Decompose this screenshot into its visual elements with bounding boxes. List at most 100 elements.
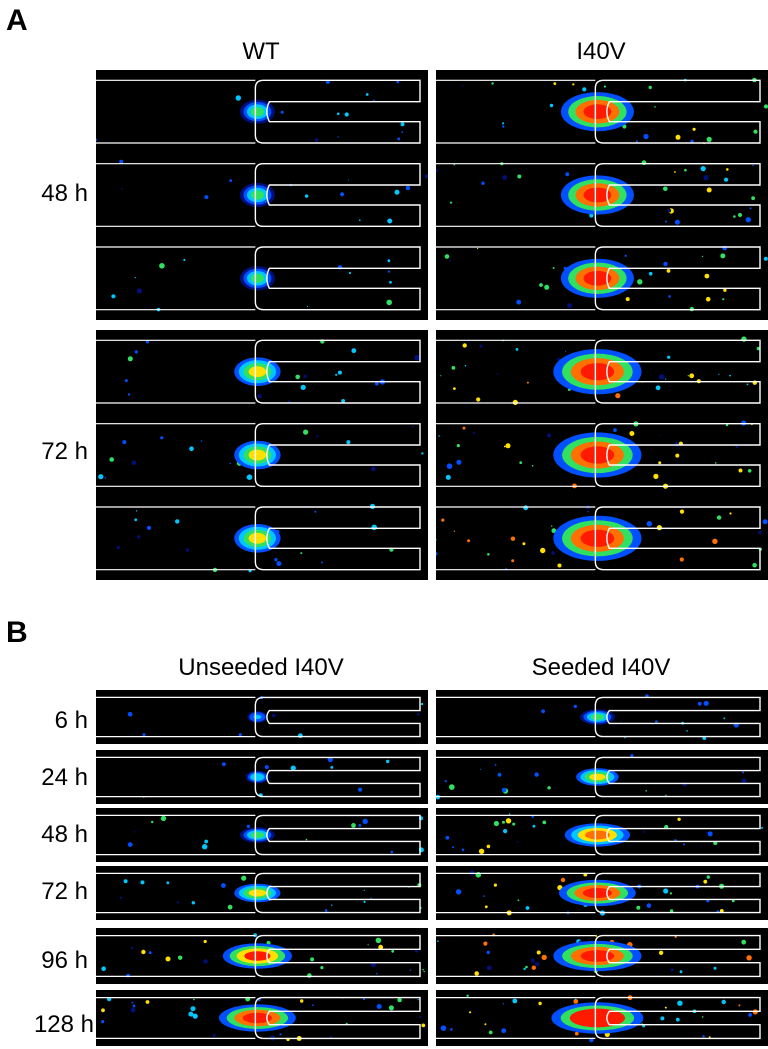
signal-speck: [452, 846, 454, 849]
signal-speck: [700, 845, 702, 848]
signal-speck: [449, 259, 452, 262]
signal-speck: [303, 429, 309, 435]
signal-speck: [654, 106, 656, 108]
panel-a-image-i40v-48h: [436, 70, 768, 320]
signal-speck: [148, 951, 152, 955]
panel-b-row-label-6h: 6 h: [54, 707, 88, 734]
signal-speck: [725, 423, 729, 427]
signal-speck: [655, 385, 661, 391]
signal-speck: [371, 466, 376, 472]
signal-speck: [116, 545, 120, 549]
signal-speck: [668, 295, 671, 298]
signal-speck: [682, 782, 687, 787]
signal-speck: [202, 844, 208, 850]
signal-speck: [474, 971, 479, 976]
signal-speck: [603, 85, 606, 88]
signal-speck: [508, 813, 511, 815]
signal-speck: [665, 794, 667, 796]
signal-speck: [700, 166, 706, 172]
signal-speck: [109, 457, 114, 462]
signal-speck: [551, 528, 557, 534]
signal-speck: [462, 426, 466, 430]
signal-speck: [131, 460, 137, 465]
panel-b-image-unseeded-96h: [96, 928, 428, 984]
signal-speck: [557, 357, 561, 361]
signal-speck: [238, 733, 242, 737]
signal-speck: [539, 283, 543, 287]
signal-speck: [530, 958, 535, 963]
aggregate-blob: [579, 1012, 615, 1024]
signal-speck: [615, 393, 621, 399]
aggregate-blob: [250, 832, 265, 838]
signal-speck: [763, 256, 768, 261]
signal-speck: [422, 968, 424, 971]
fluorescence-image: [96, 872, 422, 914]
signal-speck: [748, 1013, 752, 1017]
signal-speck: [660, 1016, 665, 1021]
signal-speck: [375, 381, 379, 386]
signal-speck: [419, 1016, 422, 1019]
signal-speck: [424, 174, 428, 179]
signal-speck: [127, 393, 131, 396]
signal-speck: [486, 950, 490, 955]
signal-speck: [731, 899, 735, 903]
signal-speck: [145, 340, 149, 344]
aggregate-blob: [250, 107, 265, 117]
signal-speck: [502, 175, 508, 180]
signal-speck: [532, 824, 536, 828]
channel-outline: [594, 246, 761, 311]
signal-speck: [692, 127, 696, 131]
signal-speck: [552, 267, 555, 269]
aggregate-blob: [248, 889, 267, 897]
signal-speck: [370, 962, 376, 968]
signal-speck: [742, 771, 745, 774]
signal-speck: [675, 134, 681, 140]
signal-speck: [643, 830, 645, 833]
signal-speck: [246, 474, 253, 480]
signal-speck: [589, 1037, 594, 1043]
signal-speck: [271, 713, 276, 718]
signal-speck: [703, 879, 708, 884]
signal-speck: [307, 973, 312, 978]
signal-speck: [142, 733, 146, 737]
fluorescence-image: [436, 754, 761, 800]
signal-speck: [127, 356, 133, 362]
signal-speck: [512, 998, 518, 1004]
signal-speck: [703, 175, 709, 181]
signal-speck: [445, 474, 451, 480]
signal-speck: [477, 247, 479, 250]
signal-speck: [290, 765, 296, 771]
signal-speck: [483, 895, 485, 897]
signal-speck: [689, 373, 695, 379]
signal-speck: [625, 297, 630, 302]
signal-speck: [190, 1006, 196, 1012]
panel-a-col-title-i40v: I40V: [576, 38, 626, 65]
signal-speck: [515, 348, 519, 351]
signal-speck: [411, 425, 414, 428]
signal-speck: [298, 733, 303, 739]
signal-speck: [134, 277, 136, 279]
signal-speck: [753, 129, 758, 134]
signal-speck: [718, 373, 720, 375]
signal-speck: [502, 1003, 505, 1005]
signal-speck: [655, 720, 658, 723]
signal-speck: [304, 194, 309, 198]
aggregate-blob: [583, 104, 612, 120]
signal-speck: [330, 766, 334, 769]
channel-outline: [254, 506, 421, 571]
signal-speck: [440, 1025, 447, 1031]
signal-speck: [540, 547, 546, 554]
signal-speck: [351, 348, 357, 354]
signal-speck: [560, 877, 566, 883]
signal-speck: [756, 346, 760, 351]
signal-speck: [493, 820, 499, 827]
signal-speck: [362, 997, 366, 1001]
signal-speck: [126, 973, 130, 978]
signal-speck: [697, 701, 702, 706]
fluorescence-image: [96, 339, 424, 573]
fluorescence-image: [436, 336, 768, 571]
signal-speck: [450, 201, 453, 204]
signal-speck: [484, 1023, 487, 1026]
signal-speck: [641, 160, 647, 166]
signal-speck: [300, 999, 304, 1003]
